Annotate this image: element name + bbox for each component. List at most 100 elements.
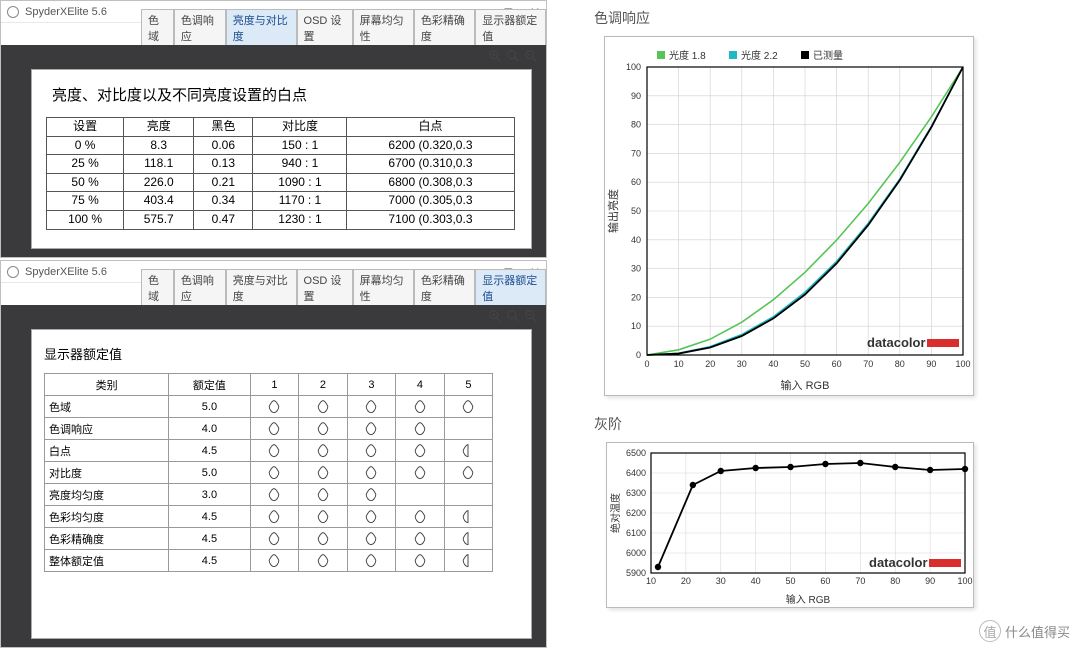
tab-5[interactable]: 色彩精确度 (414, 269, 475, 305)
tab-2[interactable]: 亮度与对比度 (226, 269, 297, 305)
content-dark-area: 亮度、对比度以及不同亮度设置的白点 设置亮度黑色对比度白点0 %8.30.061… (1, 45, 546, 257)
tab-5[interactable]: 色彩精确度 (414, 9, 475, 45)
rating-cell (444, 506, 493, 528)
app-title: SpyderXElite 5.6 (25, 266, 107, 278)
tab-3[interactable]: OSD 设置 (297, 9, 353, 45)
rating-cell (444, 528, 493, 550)
app-title: SpyderXElite 5.6 (25, 6, 107, 18)
tab-6[interactable]: 显示器额定值 (475, 269, 546, 305)
svg-text:30: 30 (716, 576, 726, 586)
col-header: 3 (347, 374, 396, 396)
zoom-fit-icon[interactable] (506, 309, 520, 326)
tab-1[interactable]: 色调响应 (174, 9, 226, 45)
svg-text:70: 70 (855, 576, 865, 586)
rating-cell (299, 506, 348, 528)
rating-cell (396, 462, 445, 484)
svg-text:90: 90 (926, 359, 936, 369)
report-paper: 显示器额定值 类别额定值12345色域5.0色调响应4.0白点4.5对比度5.0… (31, 329, 532, 639)
rating-cell (250, 528, 299, 550)
rating-cell (396, 550, 445, 572)
zoom-out-icon[interactable] (524, 309, 538, 326)
svg-text:60: 60 (820, 576, 830, 586)
tabstrip: 色域色调响应亮度与对比度OSD 设置屏幕均匀性色彩精确度显示器额定值 (1, 283, 546, 305)
zoom-in-icon[interactable] (488, 49, 502, 66)
col-header: 类别 (45, 374, 169, 396)
svg-text:10: 10 (646, 576, 656, 586)
svg-text:80: 80 (631, 120, 641, 130)
tab-6[interactable]: 显示器额定值 (475, 9, 546, 45)
rating-cell (299, 550, 348, 572)
rating-cell (347, 440, 396, 462)
rating-cell (299, 418, 348, 440)
col-header: 设置 (47, 118, 124, 137)
table-row: 色彩精确度4.5 (45, 528, 493, 550)
tab-0[interactable]: 色域 (141, 9, 174, 45)
svg-text:100: 100 (626, 62, 641, 72)
app-window-ratings: SpyderXElite 5.6 — ▢ ✕ 色域色调响应亮度与对比度OSD 设… (0, 260, 547, 648)
table-row: 色彩均匀度4.5 (45, 506, 493, 528)
left-column: SpyderXElite 5.6 — ▢ ✕ 色域色调响应亮度与对比度OSD 设… (0, 0, 547, 648)
app-icon (7, 6, 19, 18)
zoom-controls[interactable] (488, 309, 538, 326)
svg-text:datacolor: datacolor (867, 335, 926, 350)
rating-cell (396, 484, 445, 506)
rating-cell (396, 440, 445, 462)
tab-2[interactable]: 亮度与对比度 (226, 9, 297, 45)
col-header: 1 (250, 374, 299, 396)
svg-text:50: 50 (631, 206, 641, 216)
svg-text:50: 50 (786, 576, 796, 586)
rating-cell (250, 550, 299, 572)
col-header: 亮度 (124, 118, 194, 137)
svg-text:6200: 6200 (626, 508, 646, 518)
svg-text:30: 30 (631, 264, 641, 274)
svg-text:20: 20 (681, 576, 691, 586)
table-row: 整体额定值4.5 (45, 550, 493, 572)
svg-text:输入 RGB: 输入 RGB (786, 593, 831, 606)
content-dark-area: 显示器额定值 类别额定值12345色域5.0色调响应4.0白点4.5对比度5.0… (1, 305, 546, 647)
app-icon (7, 266, 19, 278)
table-row: 75 %403.40.341170 : 17000 (0.305,0.3 (47, 192, 515, 211)
svg-text:50: 50 (800, 359, 810, 369)
zoom-controls[interactable] (488, 49, 538, 66)
tab-1[interactable]: 色调响应 (174, 269, 226, 305)
svg-text:6500: 6500 (626, 448, 646, 458)
rating-cell (299, 484, 348, 506)
rating-cell (444, 550, 493, 572)
zoom-in-icon[interactable] (488, 309, 502, 326)
col-header: 5 (444, 374, 493, 396)
right-column: 色调响应 01020304050607080901000102030405060… (590, 0, 1080, 648)
svg-text:20: 20 (631, 292, 641, 302)
rating-cell (347, 484, 396, 506)
rating-cell (396, 418, 445, 440)
ratings-table: 类别额定值12345色域5.0色调响应4.0白点4.5对比度5.0亮度均匀度3.… (44, 373, 493, 572)
svg-text:10: 10 (631, 321, 641, 331)
table-row: 0 %8.30.06150 : 16200 (0.320,0.3 (47, 136, 515, 155)
table-row: 亮度均匀度3.0 (45, 484, 493, 506)
svg-text:40: 40 (631, 235, 641, 245)
report-heading: 亮度、对比度以及不同亮度设置的白点 (52, 84, 523, 105)
tab-0[interactable]: 色域 (141, 269, 174, 305)
svg-text:30: 30 (737, 359, 747, 369)
svg-text:90: 90 (631, 91, 641, 101)
svg-text:40: 40 (768, 359, 778, 369)
table-row: 色调响应4.0 (45, 418, 493, 440)
svg-text:6400: 6400 (626, 468, 646, 478)
tab-4[interactable]: 屏幕均匀性 (353, 9, 414, 45)
col-header: 白点 (347, 118, 514, 137)
chart-title-grayscale: 灰阶 (594, 414, 1080, 434)
rating-cell (250, 484, 299, 506)
rating-cell (347, 462, 396, 484)
report-heading: 显示器额定值 (44, 344, 523, 363)
table-row: 白点4.5 (45, 440, 493, 462)
svg-text:10: 10 (674, 359, 684, 369)
svg-text:70: 70 (863, 359, 873, 369)
zoom-fit-icon[interactable] (506, 49, 520, 66)
col-header: 4 (396, 374, 445, 396)
tab-3[interactable]: OSD 设置 (297, 269, 353, 305)
tab-4[interactable]: 屏幕均匀性 (353, 269, 414, 305)
rating-cell (347, 528, 396, 550)
zoom-out-icon[interactable] (524, 49, 538, 66)
svg-text:60: 60 (631, 177, 641, 187)
rating-cell (444, 440, 493, 462)
rating-cell (250, 440, 299, 462)
